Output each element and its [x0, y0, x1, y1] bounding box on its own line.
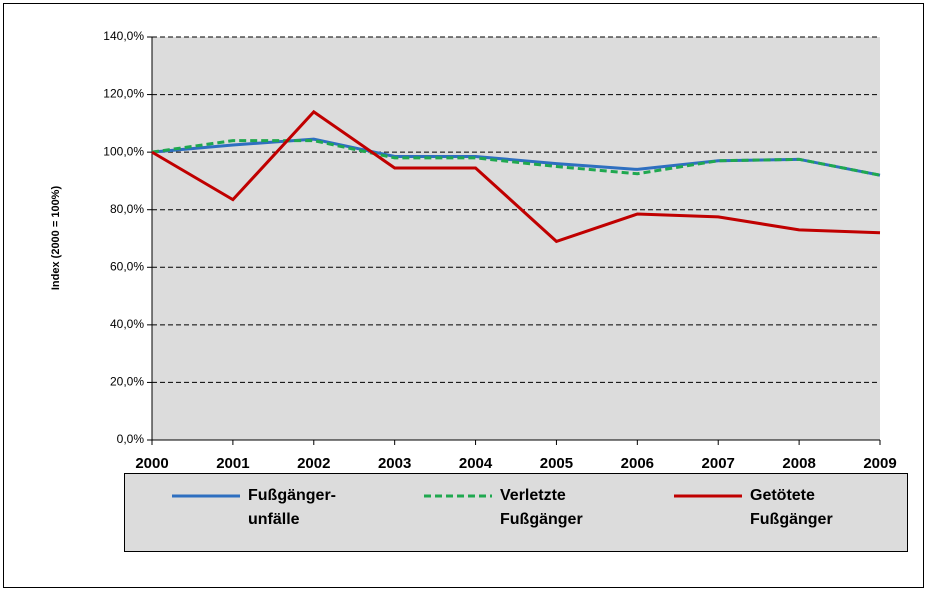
plot-area	[152, 37, 880, 440]
x-tick-label: 2000	[135, 455, 168, 472]
y-tick-label: 80,0%	[110, 202, 144, 216]
y-tick-label: 60,0%	[110, 259, 144, 273]
x-tick-label: 2009	[863, 455, 896, 472]
x-tick-label: 2004	[459, 455, 493, 472]
legend-label: Verletzte Fußgänger	[500, 487, 583, 528]
legend-label: Fußgänger- unfälle	[248, 487, 336, 528]
x-tick-label: 2003	[378, 455, 411, 472]
x-tick-label: 2006	[621, 455, 654, 472]
y-tick-label: 40,0%	[110, 317, 144, 331]
y-tick-label: 140,0%	[103, 29, 144, 43]
x-tick-label: 2005	[540, 455, 573, 472]
y-tick-label: 100,0%	[103, 144, 144, 158]
y-tick-label: 20,0%	[110, 375, 144, 389]
x-tick-label: 2007	[702, 455, 735, 472]
y-tick-label: 120,0%	[103, 87, 144, 101]
y-tick-label: 0,0%	[117, 432, 145, 446]
y-axis-label: Index (2000 = 100%)	[50, 186, 62, 291]
series-line	[151, 139, 881, 177]
legend-label: Getötete Fußgänger	[750, 487, 833, 528]
series-line	[151, 109, 881, 244]
x-tick-label: 2008	[782, 455, 815, 472]
legend-box	[124, 473, 908, 552]
x-tick-label: 2001	[216, 455, 249, 472]
x-tick-label: 2002	[297, 455, 330, 472]
